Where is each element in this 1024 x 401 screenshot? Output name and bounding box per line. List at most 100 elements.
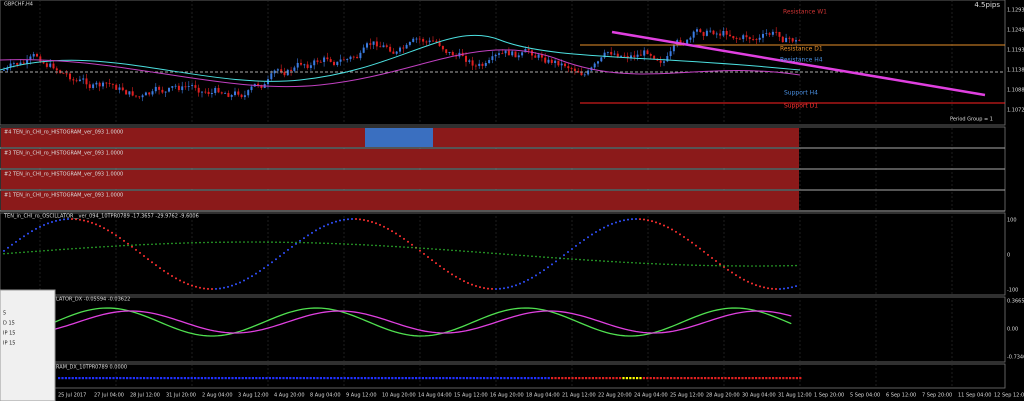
candle [29,56,32,60]
bottom-dot [561,377,564,380]
bottom-dot [258,377,261,380]
bottom-dot [683,377,686,380]
candle [573,68,576,71]
osc-dot [459,250,461,252]
osc-dot [243,279,245,282]
osc-dot [83,247,85,249]
candle [659,60,662,63]
candle [550,59,553,64]
osc-dot [575,244,577,247]
candle [88,84,91,88]
osc-dot [159,243,161,245]
osc-dot [339,242,341,245]
candle [22,62,25,64]
osc-dot [99,225,101,228]
bottom-dot [731,377,734,380]
osc-dot [783,264,785,267]
candle [441,45,444,50]
bottom-dot [265,377,268,380]
osc-dot [375,244,377,247]
bottom-dot [187,377,190,380]
osc-dot [511,253,513,256]
x-label: 27 Jul 04:00 [94,393,124,399]
osc-dot [263,241,265,243]
osc-dot [135,244,137,246]
candle [663,61,665,63]
candle [445,49,448,53]
osc-dot [199,241,201,244]
osc-dot [87,246,89,249]
candle [375,41,378,47]
osc-dot [303,241,305,244]
period-group: Period Group = 1 [950,117,993,123]
osc-dot [291,241,293,244]
osc-dot [347,218,349,221]
osc-dot [319,242,321,244]
osc-dot [31,230,33,233]
candle [771,31,774,35]
candle [762,33,764,38]
osc-dot [311,242,313,244]
osc-dot [635,218,637,221]
bottom-dot [517,377,520,380]
popup-item: IP 15 [3,331,15,337]
osc-dot [75,218,77,221]
candle [742,35,745,40]
candle [270,73,273,80]
candle [402,47,405,49]
bottom-dot [704,377,707,380]
osc-dot [275,241,277,243]
osc-dot [143,255,145,258]
osc-dot [747,265,749,267]
osc-dot [107,245,109,248]
candle [296,62,299,68]
candle [517,55,520,58]
osc-dot [63,248,65,251]
candle [174,85,177,87]
candle [181,86,184,91]
osc-dot [559,257,561,260]
bottom-dot [653,377,656,380]
bottom-dot [248,377,251,380]
candle [257,83,260,86]
osc-dot [79,247,81,250]
osc-dot [139,243,141,246]
bottom-dot [173,377,176,380]
candle [425,41,428,43]
candle [45,63,48,67]
candle [775,31,778,33]
dx-frame [0,296,1006,363]
osc-dot [387,245,389,247]
bottom-dot [330,377,333,380]
osc-dot [595,231,597,234]
osc-dot [55,219,57,222]
candle [531,50,533,56]
osc-dot [267,241,269,243]
osc-dot [591,259,593,262]
candle [554,60,557,64]
candle [237,91,240,95]
bottom-dot [466,377,469,380]
bottom-dot [693,377,696,380]
candle [286,69,289,76]
candle [672,45,675,52]
bottom-dot [313,377,316,380]
candle [620,55,623,57]
candle [616,53,619,57]
osc-dot [687,264,689,266]
bottom-dot [710,377,713,380]
candle [316,60,319,62]
osc-dot [723,266,725,269]
osc-dot [787,264,789,267]
osc-dot [731,271,733,274]
bottom-dot [418,377,421,380]
osc-dot [631,261,633,264]
osc-dot [115,245,117,247]
popup-panel[interactable] [0,289,56,401]
bottom-dot [282,377,285,380]
bottom-dot [585,377,588,380]
candle [36,54,38,57]
trend [611,30,986,97]
osc-dot [583,239,585,242]
candle [55,68,58,71]
